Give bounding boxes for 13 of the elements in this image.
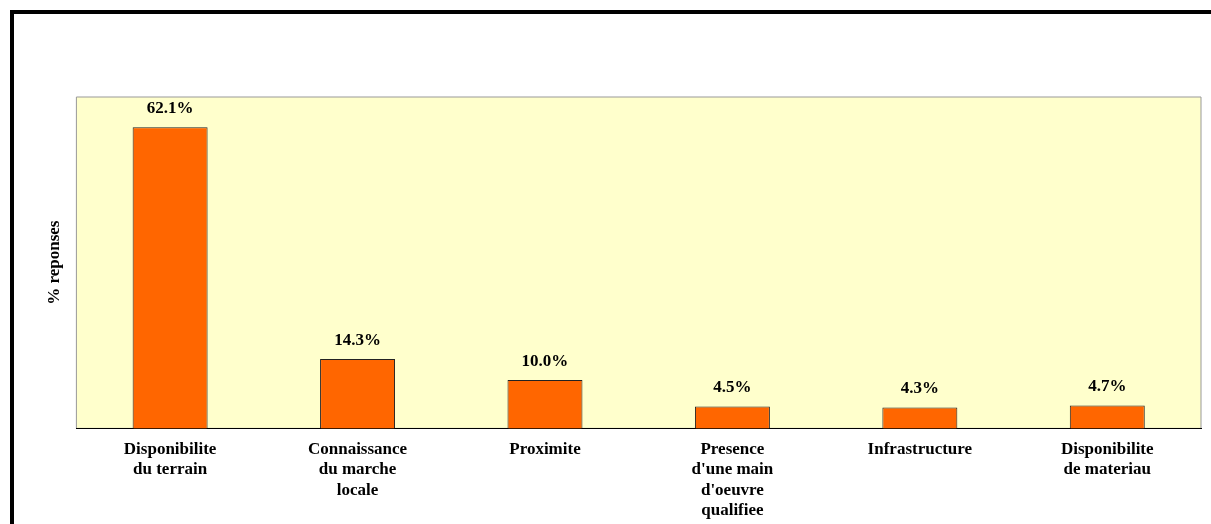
- x-tick-label: Infrastructure: [867, 438, 973, 458]
- x-tick-label: Disponibilite du terrain: [123, 438, 217, 479]
- data-label: 14.3%: [334, 329, 381, 349]
- data-label: 10.0%: [521, 350, 569, 370]
- x-tick-label: Proximite: [509, 438, 582, 458]
- data-label: 62.1%: [146, 98, 194, 118]
- data-label: 4.3%: [900, 378, 939, 398]
- data-label: 4.5%: [713, 377, 752, 397]
- data-label: 4.7%: [1088, 376, 1127, 396]
- x-tick-label: Disponibilite de materiau: [1060, 438, 1155, 479]
- y-axis-title: % reponses: [43, 220, 63, 305]
- x-tick-label: Connaissance du marche locale: [307, 438, 408, 499]
- x-tick-label: Presence d'une main d'oeuvre qualifiee: [691, 438, 774, 520]
